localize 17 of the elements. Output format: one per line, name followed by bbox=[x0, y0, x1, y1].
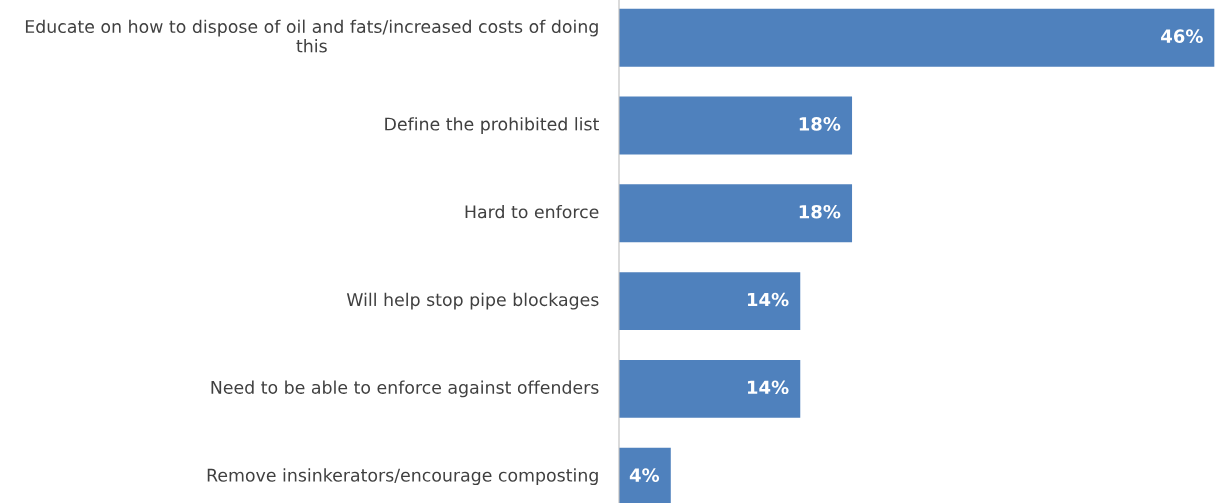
y-tick-label: Hard to enforce bbox=[465, 204, 599, 219]
bar bbox=[619, 96, 853, 155]
y-tick-label: Remove insinkerators/encourage composting bbox=[207, 468, 598, 486]
data-label: 14% bbox=[747, 292, 789, 307]
y-tick-label: Need to be able to enforce against offenders bbox=[211, 380, 599, 398]
data-label: 18% bbox=[799, 117, 841, 131]
data-label: 18% bbox=[799, 204, 841, 219]
y-tick-label: Define the prohibited list bbox=[385, 117, 599, 134]
bar bbox=[619, 272, 801, 331]
data-label: 4% bbox=[629, 468, 660, 482]
y-tick-label: Educate on how to dispose of oil and fats/increased costs of doing this bbox=[25, 19, 598, 53]
data-label: 46% bbox=[1161, 29, 1203, 43]
bar bbox=[619, 184, 853, 243]
y-tick-label: Will help stop pipe blockages bbox=[346, 292, 599, 310]
bar bbox=[619, 359, 801, 418]
bar bbox=[619, 8, 1215, 67]
data-label: 14% bbox=[747, 380, 789, 395]
